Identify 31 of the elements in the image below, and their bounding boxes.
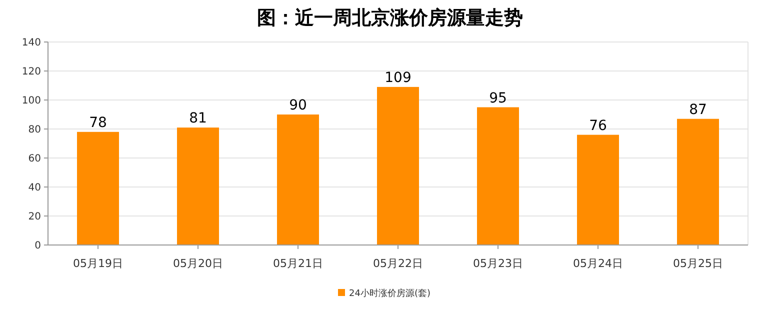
data-label: 78 <box>89 114 107 131</box>
legend-label: 24小时涨价房源(套) <box>349 288 430 299</box>
data-label: 90 <box>289 98 307 114</box>
bar <box>477 107 519 245</box>
x-tick-label: 05月24日 <box>573 257 623 270</box>
bar <box>677 118 719 245</box>
bar <box>177 128 219 245</box>
bar <box>77 132 119 245</box>
chart-title: 图：近一周北京涨价房源量走势 <box>257 7 523 29</box>
data-label: 95 <box>489 90 507 106</box>
x-tick-label: 05月23日 <box>473 257 523 270</box>
data-label: 87 <box>689 102 707 118</box>
y-tick-label: 60 <box>28 154 41 164</box>
data-label: 76 <box>589 118 607 134</box>
y-tick-label: 100 <box>22 96 41 106</box>
y-tick-label: 20 <box>28 212 41 222</box>
x-tick-label: 05月22日 <box>373 257 423 270</box>
y-tick-label: 140 <box>22 38 41 48</box>
y-tick-label: 80 <box>28 124 41 136</box>
y-tick-label: 40 <box>28 182 41 194</box>
x-tick-label: 05月21日 <box>273 257 323 270</box>
x-tick-label: 05月19日 <box>73 257 123 270</box>
data-label: 109 <box>384 70 412 86</box>
bar <box>577 134 619 245</box>
bar <box>277 114 319 245</box>
x-tick-label: 05月25日 <box>673 257 723 270</box>
data-label: 81 <box>189 110 207 127</box>
bar <box>377 86 419 245</box>
x-tick-label: 05月20日 <box>173 257 223 270</box>
y-tick-label: 0 <box>34 240 41 252</box>
y-tick-label: 120 <box>22 66 41 78</box>
